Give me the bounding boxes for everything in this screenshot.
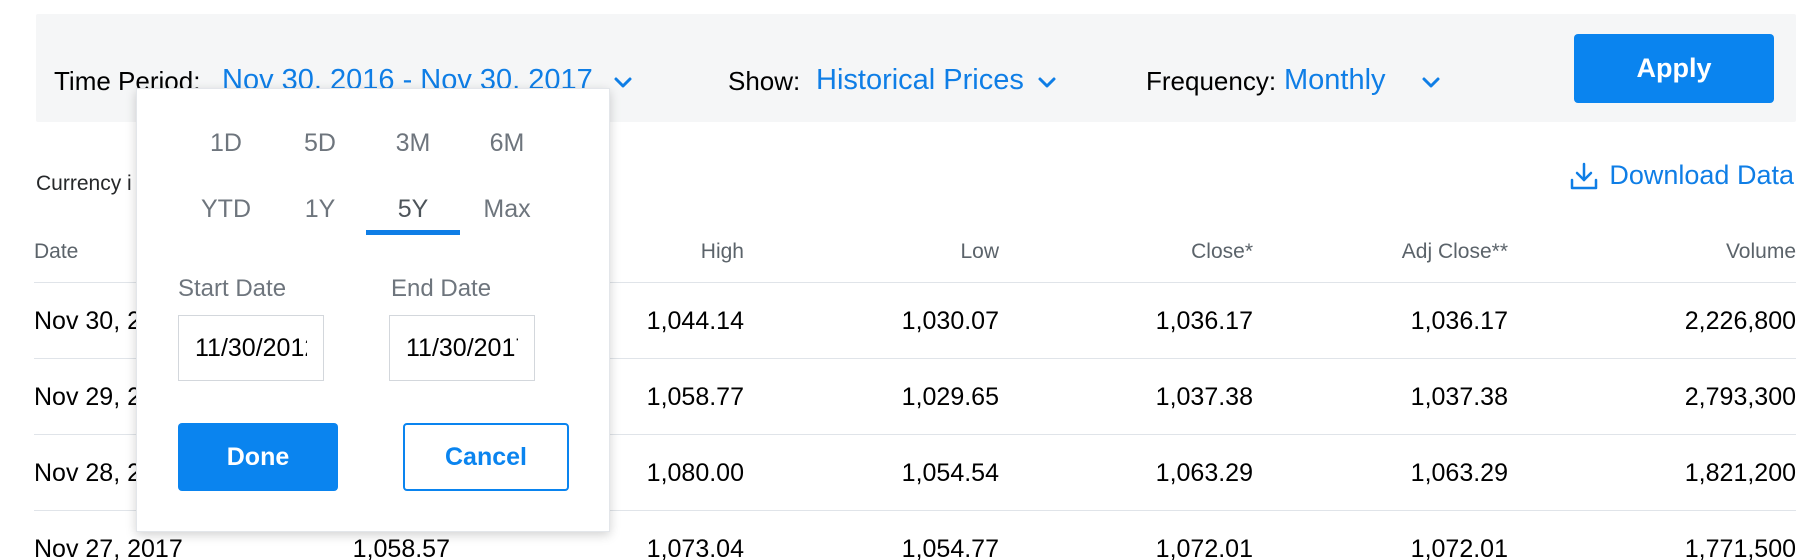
cell-open: 1,058.57 (352, 535, 450, 560)
header-adj-close: Adj Close** (1401, 240, 1508, 263)
frequency-label: Frequency: (1146, 66, 1277, 96)
start-date-input[interactable] (178, 315, 324, 381)
chevron-down-icon[interactable] (1420, 72, 1442, 94)
header-date: Date (34, 240, 79, 263)
cell-date: Nov 29, 2 (34, 383, 142, 411)
historical-prices-table: Date High Low Close* Adj Close** Volume … (34, 224, 1796, 560)
cell-adj-close: 1,037.38 (1410, 383, 1508, 411)
preset-5d[interactable]: 5D (304, 129, 336, 157)
cell-close: 1,036.17 (1155, 307, 1253, 335)
preset-3m[interactable]: 3M (395, 129, 431, 157)
cancel-button[interactable]: Cancel (403, 423, 569, 491)
cell-high: 1,058.77 (646, 383, 744, 411)
cell-adj-close: 1,072.01 (1410, 535, 1508, 560)
header-low: Low (960, 240, 999, 263)
cell-low: 1,029.65 (901, 383, 999, 411)
cell-low: 1,030.07 (901, 307, 999, 335)
cell-volume: 1,821,200 (1684, 459, 1796, 487)
date-range-popup: 1D 5D 3M 6M YTD 1Y 5Y Max Start Date End… (136, 88, 610, 532)
preset-1d[interactable]: 1D (210, 129, 242, 157)
cell-close: 1,063.29 (1155, 459, 1253, 487)
frequency-dropdown[interactable]: Monthly (1284, 64, 1386, 96)
header-volume: Volume (1725, 240, 1796, 263)
table-row: Nov 28, 2 1,080.00 1,054.54 1,063.29 1,0… (34, 435, 1796, 511)
preset-1y[interactable]: 1Y (304, 195, 336, 223)
download-data-link[interactable]: Download Data (1569, 160, 1794, 191)
end-date-label: End Date (391, 275, 492, 302)
cell-high: 1,044.14 (646, 307, 744, 335)
currency-note: Currency i (36, 172, 132, 195)
table-row: Nov 27, 2017 1,058.57 1,073.04 1,054.77 … (34, 511, 1796, 560)
start-date-label: Start Date (178, 275, 287, 302)
cell-close: 1,037.38 (1155, 383, 1253, 411)
preset-5y[interactable]: 5Y (397, 195, 429, 223)
show-label: Show: (728, 66, 801, 96)
download-icon (1571, 162, 1598, 189)
table-header: Date High Low Close* Adj Close** Volume (34, 224, 1796, 283)
table-row: Nov 30, 2 1,044.14 1,030.07 1,036.17 1,0… (34, 283, 1796, 359)
cell-date: Nov 28, 2 (34, 459, 142, 487)
chevron-down-icon[interactable] (612, 72, 634, 94)
chevron-down-icon[interactable] (1036, 72, 1058, 94)
preset-6m[interactable]: 6M (489, 129, 525, 157)
cell-adj-close: 1,036.17 (1410, 307, 1508, 335)
cell-low: 1,054.77 (901, 535, 999, 560)
preset-max[interactable]: Max (483, 195, 531, 223)
cell-high: 1,073.04 (646, 535, 744, 560)
preset-ytd[interactable]: YTD (201, 195, 251, 223)
done-button[interactable]: Done (178, 423, 338, 491)
cell-adj-close: 1,063.29 (1410, 459, 1508, 487)
show-dropdown[interactable]: Historical Prices (816, 64, 1024, 96)
end-date-input[interactable] (389, 315, 535, 381)
header-high: High (700, 240, 744, 263)
cell-date: Nov 30, 2 (34, 307, 142, 335)
download-data-label: Download Data (1609, 160, 1794, 190)
cell-volume: 2,793,300 (1684, 383, 1796, 411)
apply-button[interactable]: Apply (1574, 34, 1774, 103)
header-close: Close* (1191, 240, 1253, 263)
cell-close: 1,072.01 (1155, 535, 1253, 560)
cell-volume: 1,771,500 (1684, 535, 1796, 560)
cell-date: Nov 27, 2017 (34, 535, 183, 560)
cell-high: 1,080.00 (646, 459, 744, 487)
selected-preset-indicator (366, 230, 460, 235)
table-row: Nov 29, 2 1,058.77 1,029.65 1,037.38 1,0… (34, 359, 1796, 435)
cell-low: 1,054.54 (901, 459, 999, 487)
cell-volume: 2,226,800 (1684, 307, 1796, 335)
